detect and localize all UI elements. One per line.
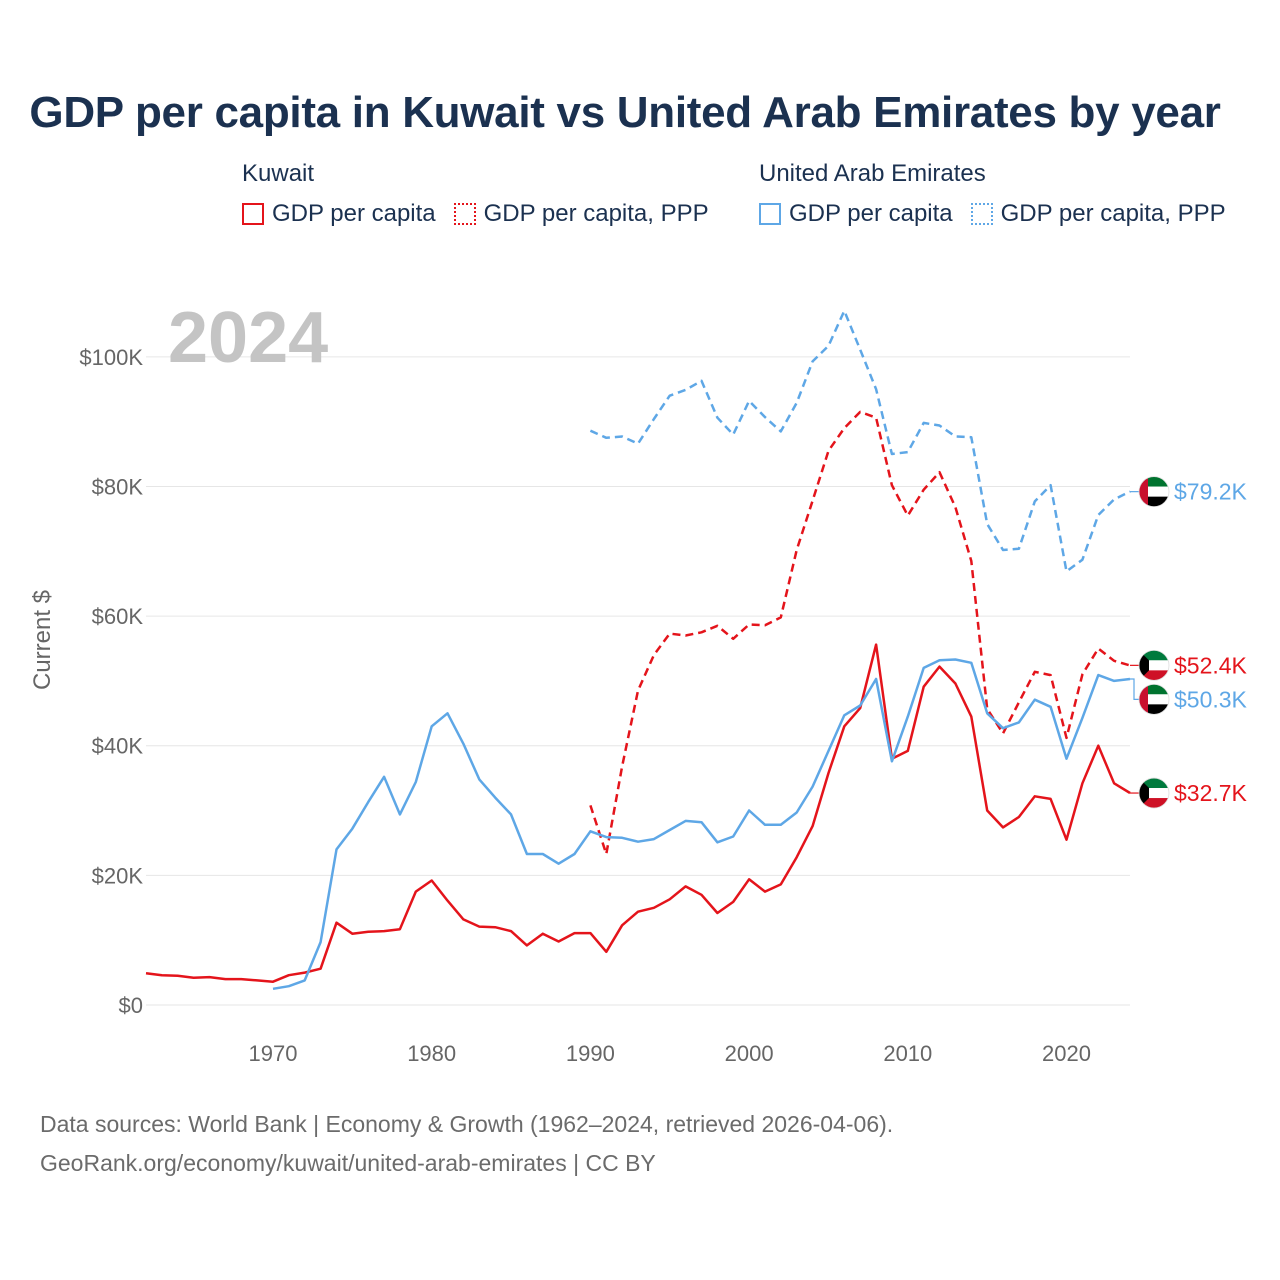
gridlines bbox=[146, 356, 1130, 1006]
legend-kuwait: Kuwait GDP per capita GDP per capita, PP… bbox=[242, 160, 709, 228]
legend-item-kuwait-gdp[interactable]: GDP per capita bbox=[242, 200, 436, 228]
x-tick-label: 2020 bbox=[1042, 1041, 1091, 1066]
axes: 2024 Current $ $0 $20K $40K $60K $80K $100K 19… bbox=[29, 298, 1091, 1066]
legend-label: GDP per capita bbox=[789, 200, 953, 227]
chart-title: GDP per capita in Kuwait vs United Arab … bbox=[29, 88, 1221, 137]
end-value-label: $79.2K bbox=[1174, 479, 1248, 505]
y-axis-label: Current $ bbox=[29, 590, 56, 690]
kuwait-flag-icon bbox=[1138, 777, 1170, 809]
y-tick-label: $40K bbox=[92, 734, 144, 759]
end-value-label: $32.7K bbox=[1174, 780, 1248, 806]
uae-flag-icon bbox=[1138, 683, 1170, 715]
end-value-label: $50.3K bbox=[1174, 686, 1248, 712]
x-tick-label: 1970 bbox=[248, 1041, 297, 1066]
y-tick-label: $20K bbox=[92, 863, 144, 888]
legend-label: GDP per capita, PPP bbox=[483, 200, 709, 227]
series-line[interactable] bbox=[589, 309, 1131, 573]
legend-item-uae-gdp[interactable]: GDP per capita bbox=[759, 200, 953, 228]
series-line[interactable] bbox=[589, 410, 1131, 856]
legend-uae: United Arab Emirates GDP per capita GDP … bbox=[759, 160, 1226, 228]
x-tick-label: 1980 bbox=[407, 1041, 456, 1066]
legend-country-uae: United Arab Emirates bbox=[759, 160, 986, 187]
legend-item-kuwait-gdp-ppp[interactable]: GDP per capita, PPP bbox=[453, 200, 709, 228]
legend-swatch-dotted-icon bbox=[970, 203, 993, 225]
series-lines bbox=[145, 309, 1131, 991]
source-url-text[interactable]: GeoRank.org/economy/kuwait/united-arab-e… bbox=[40, 1150, 656, 1176]
year-watermark: 2024 bbox=[168, 298, 328, 378]
legend-label: GDP per capita bbox=[272, 200, 436, 227]
y-tick-label: $0 bbox=[119, 993, 143, 1018]
legend-swatch-dotted-icon bbox=[453, 203, 476, 225]
kuwait-flag-icon bbox=[1138, 649, 1170, 681]
legend-item-uae-gdp-ppp[interactable]: GDP per capita, PPP bbox=[970, 200, 1226, 228]
end-labels: $32.7K $52.4K $50.3K $79.2K bbox=[1130, 476, 1248, 809]
y-tick-label: $80K bbox=[92, 474, 144, 499]
footer: Data sources: World Bank | Economy & Gro… bbox=[40, 1105, 893, 1183]
x-tick-label: 1990 bbox=[566, 1041, 615, 1066]
uae-flag-icon bbox=[1138, 476, 1170, 508]
y-tick-label: $100K bbox=[79, 345, 143, 370]
x-tick-label: 2000 bbox=[725, 1041, 774, 1066]
series-line[interactable] bbox=[145, 643, 1131, 983]
end-value-label: $52.4K bbox=[1174, 652, 1248, 678]
series-line[interactable] bbox=[272, 658, 1131, 991]
legend-swatch-solid-icon bbox=[759, 203, 781, 225]
legend-swatch-solid-icon bbox=[242, 203, 264, 225]
data-source-text: Data sources: World Bank | Economy & Gro… bbox=[40, 1111, 894, 1137]
y-tick-label: $60K bbox=[92, 604, 144, 629]
end-label-leader bbox=[1130, 678, 1140, 700]
legend-country-kuwait: Kuwait bbox=[242, 160, 315, 187]
legend-label: GDP per capita, PPP bbox=[1000, 200, 1226, 227]
x-tick-label: 2010 bbox=[883, 1041, 932, 1066]
